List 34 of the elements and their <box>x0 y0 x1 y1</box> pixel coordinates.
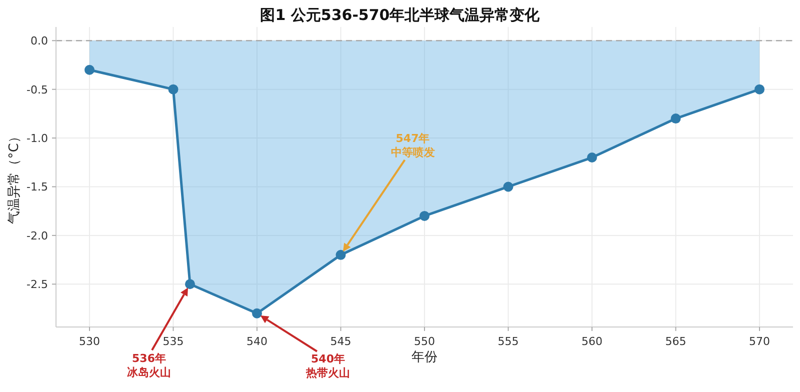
x-tick-label: 545 <box>330 335 352 348</box>
x-tick-label: 570 <box>749 335 770 348</box>
x-tick-label: 530 <box>79 335 100 348</box>
point <box>420 210 430 221</box>
x-tick-label: 565 <box>665 335 686 348</box>
x-tick-label: 535 <box>162 335 184 348</box>
point <box>754 84 764 94</box>
x-axis-title: 年份 <box>412 350 438 365</box>
point <box>185 279 195 290</box>
point <box>670 114 681 124</box>
chart-title: 图1 公元536-570年北半球气温异常变化 <box>260 6 541 24</box>
text: 冰岛火山 <box>127 366 171 380</box>
text: 热带火山 <box>305 366 350 380</box>
point <box>168 84 178 94</box>
x-tick-label: 550 <box>414 335 435 348</box>
point <box>336 250 346 260</box>
annotation: 547年 <box>396 132 430 145</box>
x-tick-label: 560 <box>582 335 602 348</box>
annotation: 中等喷发 <box>390 146 435 159</box>
point <box>587 152 597 163</box>
y-tick-label: -2.5 <box>26 278 48 292</box>
y-tick-label: -2.0 <box>26 229 48 242</box>
y-tick-label: -0.5 <box>26 83 48 96</box>
text: 540年 <box>311 352 345 366</box>
point <box>503 182 514 192</box>
x-tick-label: 555 <box>498 335 519 348</box>
x-tick-label: 540 <box>246 335 268 348</box>
y-tick-label: -1.5 <box>26 180 48 194</box>
y-axis-title: 气温异常（°C） <box>7 130 22 224</box>
point <box>252 308 262 318</box>
y-tick-label: 0.0 <box>30 34 48 48</box>
point <box>84 64 94 75</box>
text: 536年 <box>132 352 166 366</box>
y-tick-label: -1.0 <box>26 132 48 146</box>
